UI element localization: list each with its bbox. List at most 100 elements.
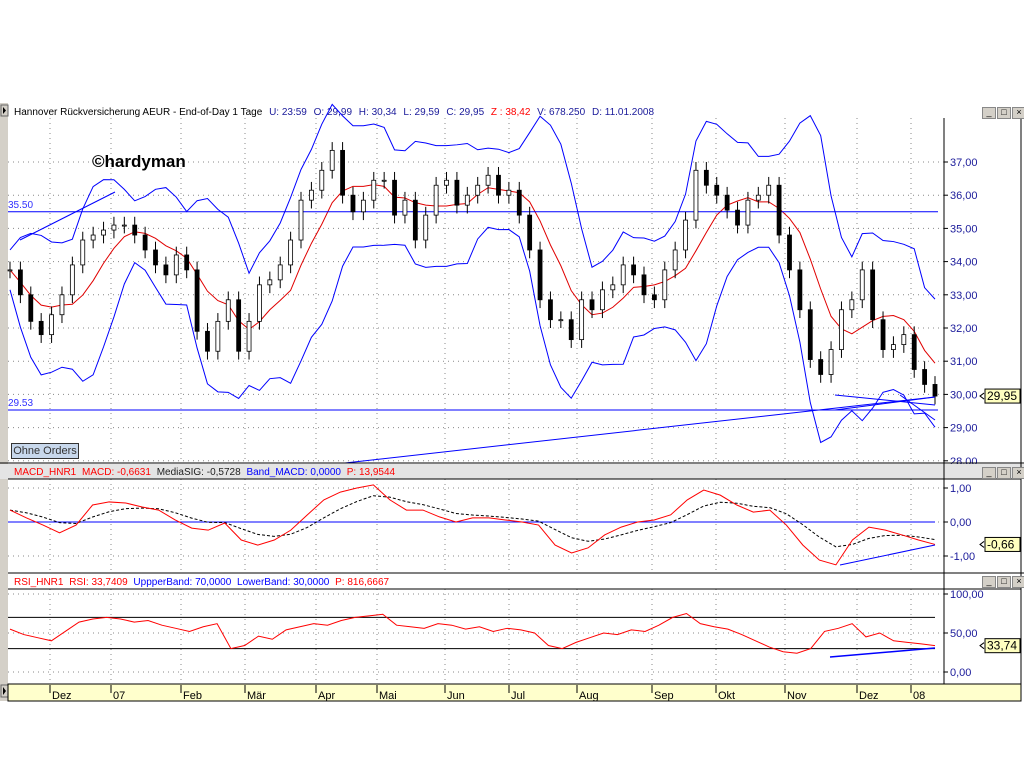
maximize-button[interactable]: □: [997, 467, 1011, 479]
candle: [631, 264, 636, 276]
candle: [69, 264, 75, 296]
candle: [859, 269, 865, 301]
candle: [288, 239, 294, 266]
y-tick-label: 36,00: [950, 190, 978, 202]
rsi-window-buttons: _ □ ×: [982, 576, 1024, 588]
candle: [589, 299, 595, 311]
y-tick-label: 37,00: [950, 157, 978, 169]
y-tick-label: -1,00: [950, 551, 975, 563]
candle: [600, 289, 605, 311]
x-tick-label: 08: [913, 690, 925, 702]
candle: [548, 299, 553, 321]
open-value: O: 29,99: [314, 107, 353, 118]
candle: [184, 254, 190, 271]
candle: [433, 184, 439, 216]
candle: [90, 234, 96, 241]
low-value: L: 29,59: [403, 107, 440, 118]
candle: [724, 194, 730, 211]
play-arrow-icon: [3, 107, 6, 114]
candle: [475, 184, 481, 196]
candle: [922, 369, 928, 385]
candle: [641, 274, 647, 296]
candle: [485, 174, 491, 186]
candle: [776, 184, 782, 236]
ohne-orders-button[interactable]: Ohne Orders: [11, 443, 79, 459]
last-value-box: [984, 638, 1021, 654]
candle: [80, 239, 86, 266]
candle: [807, 309, 813, 360]
y-tick-label: 30,00: [950, 389, 978, 401]
candle: [527, 214, 533, 251]
last-value-arrow-icon: [979, 541, 985, 548]
close-button[interactable]: ×: [1012, 467, 1024, 479]
candle: [298, 199, 304, 241]
candle: [568, 319, 574, 341]
x-tick-label: Jun: [447, 690, 465, 702]
macd-p-value: P: 13,9544: [347, 467, 396, 478]
candle: [620, 264, 626, 286]
candle: [121, 224, 127, 227]
candle: [891, 344, 896, 350]
minimize-button[interactable]: _: [982, 107, 996, 119]
x-tick-label: Dez: [859, 690, 879, 702]
y-tick-label: 50,00: [950, 628, 978, 640]
candle: [215, 320, 221, 352]
candle: [693, 169, 699, 221]
x-tick-label: Jul: [511, 690, 525, 702]
close-button[interactable]: ×: [1012, 576, 1024, 588]
trendline: [839, 544, 936, 566]
candle: [163, 264, 169, 276]
y-tick-label: 33,00: [950, 290, 978, 302]
y-tick-label: 0,00: [950, 667, 971, 679]
candle: [225, 299, 231, 322]
candle: [797, 269, 803, 311]
y-tick-label: 100,00: [950, 589, 984, 601]
candle: [205, 330, 210, 352]
candle: [579, 299, 585, 341]
rsi-indicator-name: RSI_HNR1: [14, 577, 64, 588]
candle: [111, 224, 117, 231]
x-tick-label: Mai: [379, 690, 397, 702]
close-button[interactable]: ×: [1012, 107, 1024, 119]
trendline: [829, 647, 936, 658]
candle: [340, 149, 345, 196]
candle: [828, 349, 834, 375]
last-value-label: 29,95: [987, 389, 1017, 403]
candle: [423, 214, 429, 241]
minimize-button[interactable]: _: [982, 467, 996, 479]
close-value: C: 29,95: [446, 107, 484, 118]
macd-value: MACD: -0,6631: [82, 467, 151, 478]
candle: [329, 149, 335, 171]
last-value-arrow-icon: [979, 642, 985, 650]
maximize-button[interactable]: □: [997, 107, 1011, 119]
candle: [28, 294, 34, 322]
price-panel: 37,00 36,00 35,00 34,00 33,00 32,00 31,00 30,00…: [7, 103, 1021, 468]
last-value-box: [984, 388, 1021, 404]
trendline: [19, 191, 116, 241]
maximize-button[interactable]: □: [997, 576, 1011, 588]
candle: [610, 284, 616, 291]
last-value-label: -0,66: [987, 537, 1015, 551]
play-arrow-icon: [3, 687, 6, 695]
candle: [309, 189, 314, 201]
y-tick-label: 32,00: [950, 323, 978, 335]
trendline: [344, 396, 936, 464]
left-gutter: [0, 103, 8, 701]
candle: [672, 249, 678, 271]
rsi-line: [9, 612, 936, 654]
signal-line: [9, 495, 936, 548]
macd-indicator-name: MACD_HNR1: [14, 467, 77, 478]
rsi-p-value: P: 816,6667: [335, 577, 389, 588]
candle: [319, 169, 325, 191]
candle: [537, 249, 543, 301]
minimize-button[interactable]: _: [982, 576, 996, 588]
candle: [350, 194, 356, 213]
candle: [194, 269, 200, 332]
candle: [17, 269, 23, 296]
x-axis: [7, 683, 1022, 702]
candle: [173, 254, 179, 276]
candle: [849, 299, 855, 311]
candle: [392, 179, 397, 216]
candle: [516, 189, 522, 216]
x-tick-label: Aug: [579, 690, 599, 702]
